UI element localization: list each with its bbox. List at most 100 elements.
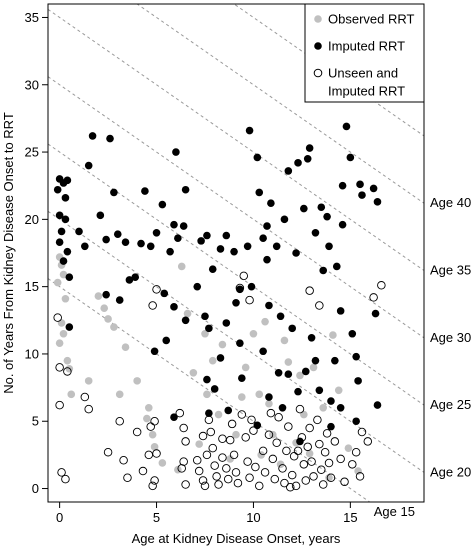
point-s1-34 [174,234,182,242]
point-s2-16 [150,416,159,426]
point-s2-10 [119,456,128,465]
point-s2-36 [210,461,219,470]
point-s0-46 [218,340,227,349]
point-s2-84 [322,429,332,438]
point-s2-45 [231,468,241,477]
point-s0-7 [55,339,64,347]
point-s2-74 [301,476,311,485]
point-s2-75 [303,442,312,452]
point-s1-31 [166,247,174,256]
point-s2-12 [132,427,142,437]
point-s2-28 [192,456,202,465]
point-s0-39 [300,410,308,419]
point-s0-31 [249,329,258,338]
point-s2-71 [295,404,305,414]
point-s2-11 [123,473,132,483]
point-s0-21 [158,459,167,467]
point-s1-80 [358,191,366,199]
point-s1-102 [238,374,246,382]
point-s1-59 [247,282,256,291]
reference-line-6 [233,4,424,137]
point-s2-29 [194,466,204,476]
point-s1-76 [342,122,351,131]
y-tick-label-7: 35 [25,10,39,25]
point-s1-71 [323,212,331,221]
point-s1-93 [236,339,244,347]
point-s0-30 [241,363,250,372]
point-s0-11 [100,304,109,312]
point-s0-48 [329,331,337,339]
point-s2-86 [326,473,336,483]
legend-marker-2 [313,68,323,78]
point-s2-20 [148,301,157,310]
reference-line-3 [48,76,424,339]
y-tick-label-5: 25 [25,145,39,160]
y-axis-label: No. of Years From Kidney Disease Onset t… [1,112,16,394]
point-s2-35 [208,443,217,453]
y-tick-label-0: 0 [32,481,39,496]
point-s2-18 [150,476,159,485]
point-s1-8 [63,247,72,256]
point-s1-117 [336,403,345,412]
point-s1-15 [96,211,105,220]
point-s0-52 [309,363,318,372]
point-s1-118 [352,417,360,426]
point-s1-112 [224,406,233,415]
point-s1-58 [265,301,273,310]
point-s0-27 [214,410,223,419]
point-s1-30 [160,289,169,298]
point-s2-15 [146,422,155,431]
point-s1-99 [63,176,72,185]
point-s0-36 [280,336,289,345]
point-s2-96 [377,281,386,290]
point-s1-55 [267,199,275,207]
y-tick-label-1: 5 [32,414,39,429]
point-s1-106 [311,356,320,365]
reference-line-2 [48,143,424,406]
reference-line-5 [136,4,424,204]
point-s1-70 [317,203,326,212]
point-s0-35 [257,451,265,459]
point-s2-100 [266,408,276,418]
data-points [53,122,386,492]
point-s2-5 [61,474,70,484]
point-s2-26 [177,464,186,473]
point-s1-88 [354,377,362,385]
point-s2-33 [204,415,214,425]
point-s2-59 [264,430,274,439]
point-s2-21 [152,285,161,294]
point-s2-73 [299,460,309,469]
point-s2-72 [297,433,307,442]
point-s2-49 [245,295,254,305]
point-s2-34 [206,427,216,437]
point-s1-47 [232,299,240,307]
point-s0-55 [195,440,203,448]
point-s1-73 [325,242,333,251]
point-s1-37 [197,237,205,245]
x-tick-label-2: 10 [246,510,260,525]
point-s1-2 [53,185,62,194]
point-s1-67 [305,144,314,152]
point-s2-92 [357,427,367,437]
point-s1-96 [162,336,171,345]
point-s1-94 [205,324,213,333]
point-s2-41 [223,474,233,484]
point-s2-50 [237,410,247,419]
point-s0-15 [67,390,76,399]
point-s1-78 [338,220,347,229]
point-s1-22 [121,238,130,247]
point-s2-77 [307,457,316,466]
point-s2-57 [258,446,268,456]
point-s2-58 [260,468,270,477]
point-s2-101 [286,482,295,492]
point-s2-1 [55,363,64,372]
point-s2-87 [330,437,340,446]
point-s1-42 [193,282,202,291]
point-s0-3 [53,278,62,287]
point-s2-4 [57,468,66,477]
age-reference-lines [48,4,424,502]
point-s2-103 [198,431,208,441]
point-s1-7 [55,238,64,247]
point-s1-16 [102,235,110,244]
point-s2-61 [270,474,280,484]
